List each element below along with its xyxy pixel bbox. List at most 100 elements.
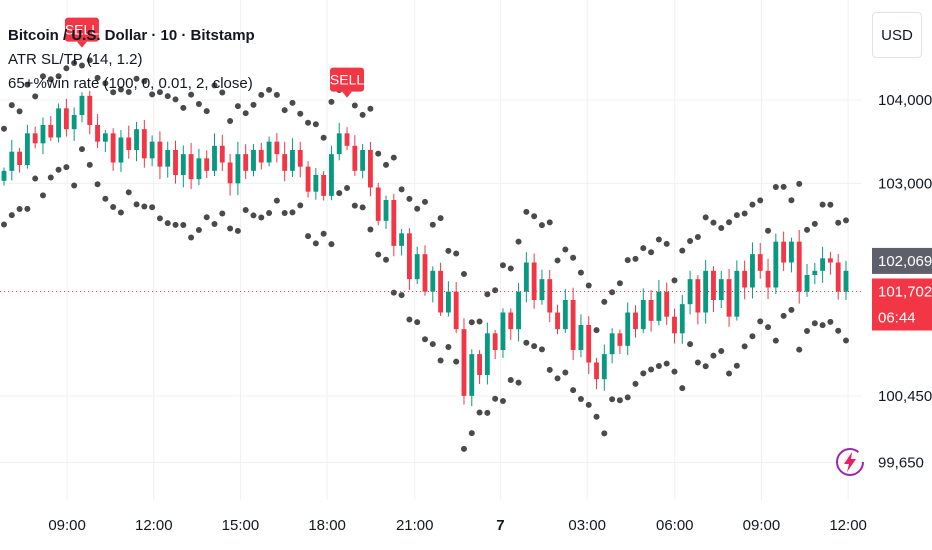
atr-dot-lower [359, 204, 366, 211]
time-tick-label: 21:00 [396, 517, 434, 534]
candles [1, 90, 849, 407]
legend: Bitcoin / U.S. Dollar · 10 · Bitstamp AT… [8, 24, 255, 96]
atr-dot-upper [328, 98, 335, 105]
atr-dot-upper [679, 247, 686, 254]
atr-dot-lower [609, 396, 616, 403]
atr-dot-upper [414, 205, 421, 212]
atr-dot-lower [632, 380, 639, 387]
atr-dot-upper [515, 238, 522, 245]
candle-body [391, 200, 397, 246]
atr-dot-upper [710, 219, 717, 226]
atr-dot-lower [679, 385, 686, 392]
upper-level-label-bg [872, 247, 932, 274]
candle-body [578, 325, 584, 350]
atr-dot-upper [203, 108, 210, 115]
atr-dot-upper [1, 125, 7, 132]
candle-body [609, 333, 615, 355]
atr-dot-lower [780, 312, 787, 319]
candle-body [750, 254, 755, 288]
atr-dot-lower [24, 205, 31, 212]
candle-body [63, 108, 69, 130]
atr-dot-upper [16, 108, 23, 115]
atr-dot-lower [484, 409, 491, 416]
atr-dot-lower [188, 234, 195, 241]
atr-dot-upper [671, 277, 678, 284]
atr-dot-lower [437, 357, 444, 364]
atr-dot-lower [336, 190, 343, 197]
atr-dot-upper [305, 119, 312, 126]
atr-dot-upper [125, 89, 132, 96]
atr-dot-upper [577, 269, 584, 276]
candle-body [141, 129, 147, 159]
candle-body [118, 137, 124, 163]
atr-dot-upper [538, 222, 545, 229]
atr-dot-upper [609, 289, 616, 296]
atr-dot-lower [640, 370, 647, 377]
time-tick-label: 7 [496, 517, 504, 534]
atr-dot-upper [788, 197, 795, 204]
candle-body [110, 133, 116, 163]
price-axis[interactable]: 104,000103,000100,45099,650102,069101,42… [872, 92, 932, 472]
atr-dot-upper [726, 219, 733, 226]
atr-dot-upper [227, 117, 234, 124]
atr-dot-lower [811, 320, 818, 327]
indicator-atr-legend[interactable]: ATR SL/TP (14, 1.2) [8, 51, 143, 68]
atr-dot-lower [281, 210, 288, 217]
atr-dot-upper [297, 110, 304, 117]
candle-body [32, 133, 38, 144]
price-tick-label: 103,000 [878, 175, 932, 192]
atr-dot-lower [523, 339, 530, 346]
candle-body [48, 125, 54, 138]
atr-dot-lower [507, 377, 514, 384]
atr-dot-upper [211, 82, 218, 89]
atr-dot-upper [835, 219, 842, 226]
candle-body [399, 233, 405, 246]
candle-body [703, 270, 709, 313]
candle-body [453, 291, 459, 330]
atr-dot-lower [180, 221, 187, 228]
candle-body [523, 262, 529, 292]
candle-body [251, 150, 256, 171]
candle-body [9, 151, 15, 171]
candle-body [165, 150, 171, 167]
atr-dot-lower [102, 195, 109, 202]
candle-body [617, 333, 623, 346]
atr-dot-upper [593, 327, 600, 334]
atr-dot-lower [601, 430, 608, 437]
atr-dot-upper [141, 78, 148, 85]
candle-body [196, 158, 202, 180]
indicator-winrate-legend[interactable]: 65+%win rate (100, 0, 0.01, 2, close) [8, 75, 253, 92]
atr-dot-lower [328, 241, 335, 248]
atr-dot-upper [55, 73, 62, 80]
atr-dot-lower [562, 369, 569, 376]
candle-body [87, 95, 93, 125]
atr-dot-upper [320, 134, 327, 141]
currency-button[interactable]: USD [872, 12, 922, 58]
candle-body [274, 141, 280, 155]
candle-body [531, 262, 537, 300]
atr-dot-upper [476, 318, 483, 325]
price-tick-label: 99,650 [878, 455, 924, 472]
atr-dot-lower [772, 337, 779, 344]
candle-body [820, 258, 826, 271]
time-tick-label: 09:00 [48, 517, 86, 534]
price-tick-label: 100,450 [878, 388, 932, 405]
atr-dot-lower [149, 204, 156, 211]
candle-body [827, 258, 833, 263]
atr-dot-upper [632, 255, 639, 262]
candle-body [243, 154, 249, 171]
atr-dot-upper [523, 208, 530, 215]
sell-signal-box [330, 67, 365, 92]
atr-dot-lower [445, 343, 452, 350]
lightning-bolt-icon[interactable] [834, 446, 866, 478]
candle-body [188, 154, 194, 180]
candle-body [539, 279, 545, 300]
symbol-title[interactable]: Bitcoin / U.S. Dollar · 10 · Bitstamp [8, 27, 255, 44]
time-axis[interactable]: 09:00 12:00 15:00 18:00 21:00 7 03:00 06:00 09:0… [48, 517, 867, 534]
candle-body [570, 300, 576, 350]
candle-body [711, 270, 716, 300]
candle-body [594, 362, 599, 380]
candle-body [781, 241, 787, 263]
candle-body [40, 125, 46, 144]
